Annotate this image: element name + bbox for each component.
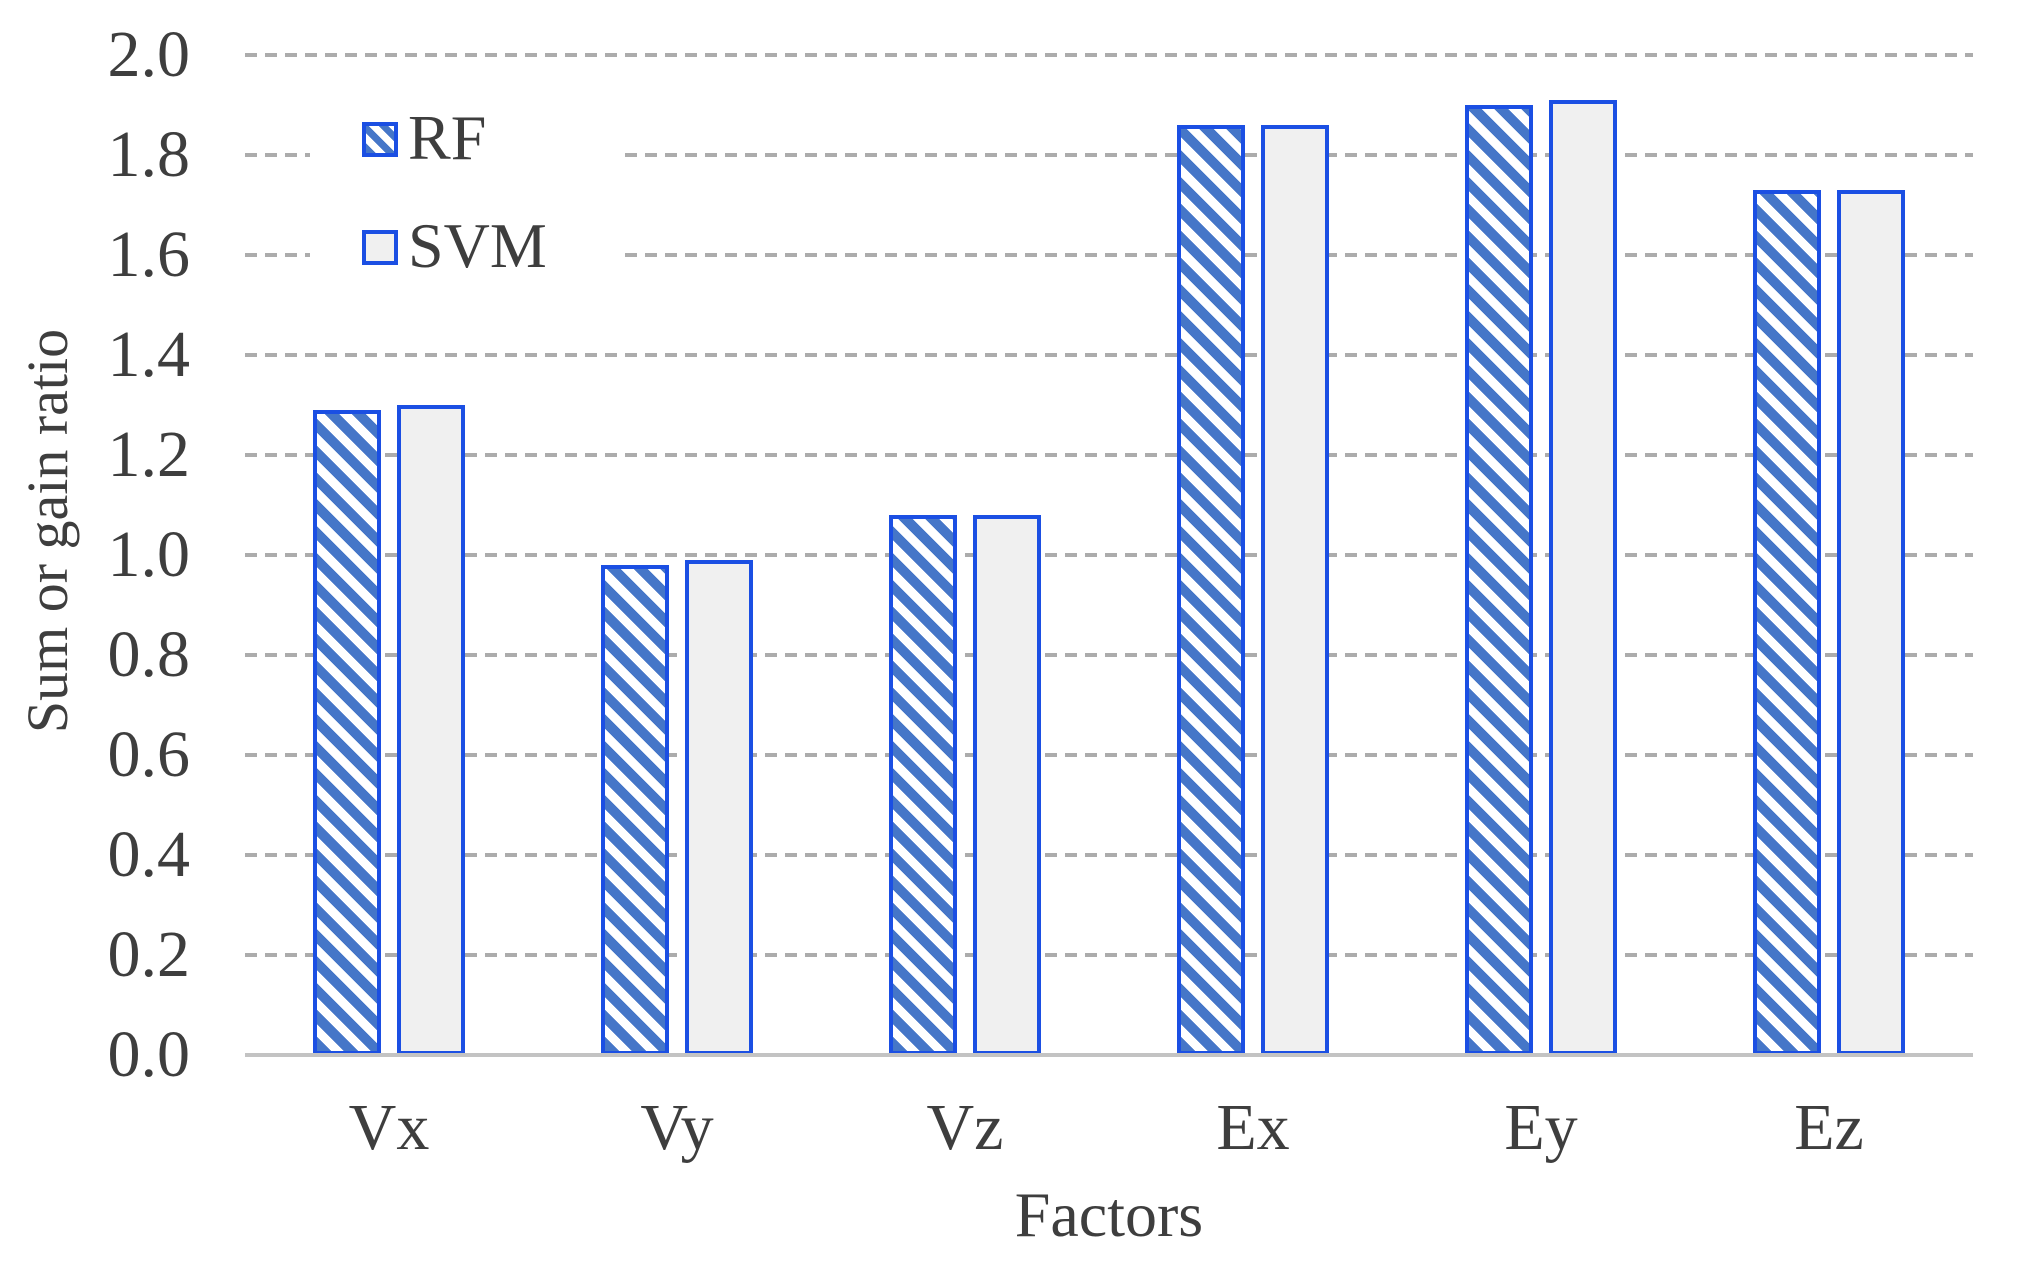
bar-svm-ez xyxy=(1837,190,1905,1055)
gridline-1.2 xyxy=(245,453,1973,457)
gridline-1.6 xyxy=(245,253,1973,257)
gridline-2.0 xyxy=(245,53,1973,57)
x-tick-label-vz: Vz xyxy=(926,1091,1004,1164)
y-tick-label-1.8: 1.8 xyxy=(107,118,191,191)
y-tick-label-1.4: 1.4 xyxy=(107,318,191,391)
y-tick-label-1.2: 1.2 xyxy=(107,418,191,491)
y-tick-label-0.6: 0.6 xyxy=(107,718,191,791)
plot-area: RF SVM xyxy=(245,53,1973,1057)
legend-swatch-rf xyxy=(362,122,398,157)
gridline-0.2 xyxy=(245,953,1973,957)
gridline-0.8 xyxy=(245,653,1973,657)
bar-svm-vy xyxy=(685,560,753,1055)
y-tick-label-2.0: 2.0 xyxy=(107,18,191,91)
bar-svm-vz xyxy=(973,515,1041,1055)
legend-swatch-svm xyxy=(362,230,398,265)
gridline-0.4 xyxy=(245,853,1973,857)
y-tick-label-0.8: 0.8 xyxy=(107,618,191,691)
bar-rf-ey xyxy=(1465,105,1533,1055)
x-tick-label-ex: Ex xyxy=(1216,1091,1290,1164)
y-tick-label-1.0: 1.0 xyxy=(107,518,191,591)
bar-rf-ez xyxy=(1753,190,1821,1055)
bar-rf-ex xyxy=(1177,125,1245,1055)
gridline-1.4 xyxy=(245,353,1973,357)
legend-label-svm: SVM xyxy=(408,210,547,281)
x-tick-label-vx: Vx xyxy=(348,1091,430,1164)
x-axis-line xyxy=(245,1053,1973,1057)
bar-rf-vy xyxy=(601,565,669,1055)
legend: RF SVM xyxy=(310,95,620,290)
bar-rf-vx xyxy=(313,410,381,1055)
y-tick-label-0.2: 0.2 xyxy=(107,918,191,991)
bar-svm-ey xyxy=(1549,100,1617,1055)
x-axis-title: Factors xyxy=(1014,1179,1204,1250)
y-tick-label-1.6: 1.6 xyxy=(107,218,191,291)
gridline-1.0 xyxy=(245,553,1973,557)
y-tick-label-0.4: 0.4 xyxy=(107,818,191,891)
bar-rf-vz xyxy=(889,515,957,1055)
bar-svm-vx xyxy=(397,405,465,1055)
y-tick-label-0.0: 0.0 xyxy=(107,1018,191,1091)
x-tick-label-ey: Ey xyxy=(1504,1091,1578,1164)
bar-svm-ex xyxy=(1261,125,1329,1055)
x-tick-label-ez: Ez xyxy=(1794,1091,1864,1164)
x-tick-label-vy: Vy xyxy=(640,1091,714,1164)
legend-label-rf: RF xyxy=(408,102,487,173)
gridline-0.6 xyxy=(245,753,1973,757)
gridline-1.8 xyxy=(245,153,1973,157)
